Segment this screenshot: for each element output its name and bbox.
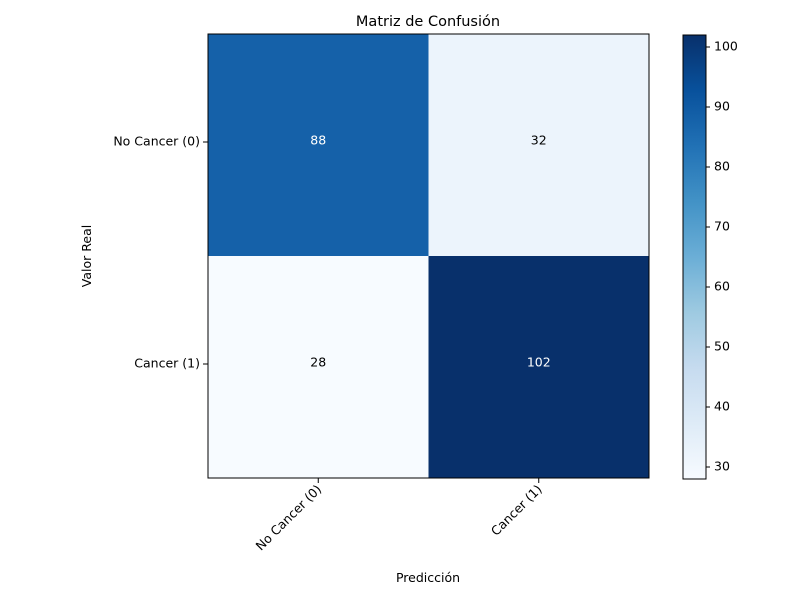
y-axis-label: Valor Real <box>79 225 94 287</box>
heatmap-cell <box>208 256 429 478</box>
cell-value-label: 102 <box>527 355 551 370</box>
plot-frame <box>207 33 650 479</box>
cell-value-label: 32 <box>531 133 547 148</box>
heatmap-cell <box>428 256 649 478</box>
colorbar-tick-label: 70 <box>714 219 730 234</box>
heatmap-cell <box>428 34 649 256</box>
cell-value-label: 28 <box>310 355 326 370</box>
x-axis-label: Predicción <box>396 570 460 585</box>
x-axis-ticks: No Cancer (0) Cancer (1) <box>252 478 545 554</box>
y-axis-ticks: No Cancer (0) Cancer (1) <box>113 134 208 371</box>
heatmap-cell <box>208 34 429 256</box>
colorbar-tick-label: 50 <box>714 339 730 354</box>
cell-value-label: 88 <box>310 133 326 148</box>
colorbar <box>682 34 707 480</box>
colorbar-ticks: 30 40 50 60 70 80 90 100 <box>706 39 738 474</box>
colorbar-tick-label: 90 <box>714 99 730 114</box>
chart-title: Matriz de Confusión <box>356 14 500 30</box>
y-tick-label: No Cancer (0) <box>113 134 200 149</box>
heatmap-cells: 88 32 28 102 <box>208 34 649 478</box>
x-tick-label: No Cancer (0) <box>252 482 324 554</box>
colorbar-tick-label: 60 <box>714 279 730 294</box>
colorbar-tick-label: 30 <box>714 459 730 474</box>
colorbar-tick-label: 100 <box>714 39 738 54</box>
colorbar-tick-label: 40 <box>714 399 730 414</box>
colorbar-tick-label: 80 <box>714 159 730 174</box>
y-tick-label: Cancer (1) <box>134 356 200 371</box>
x-tick-label: Cancer (1) <box>488 482 545 539</box>
